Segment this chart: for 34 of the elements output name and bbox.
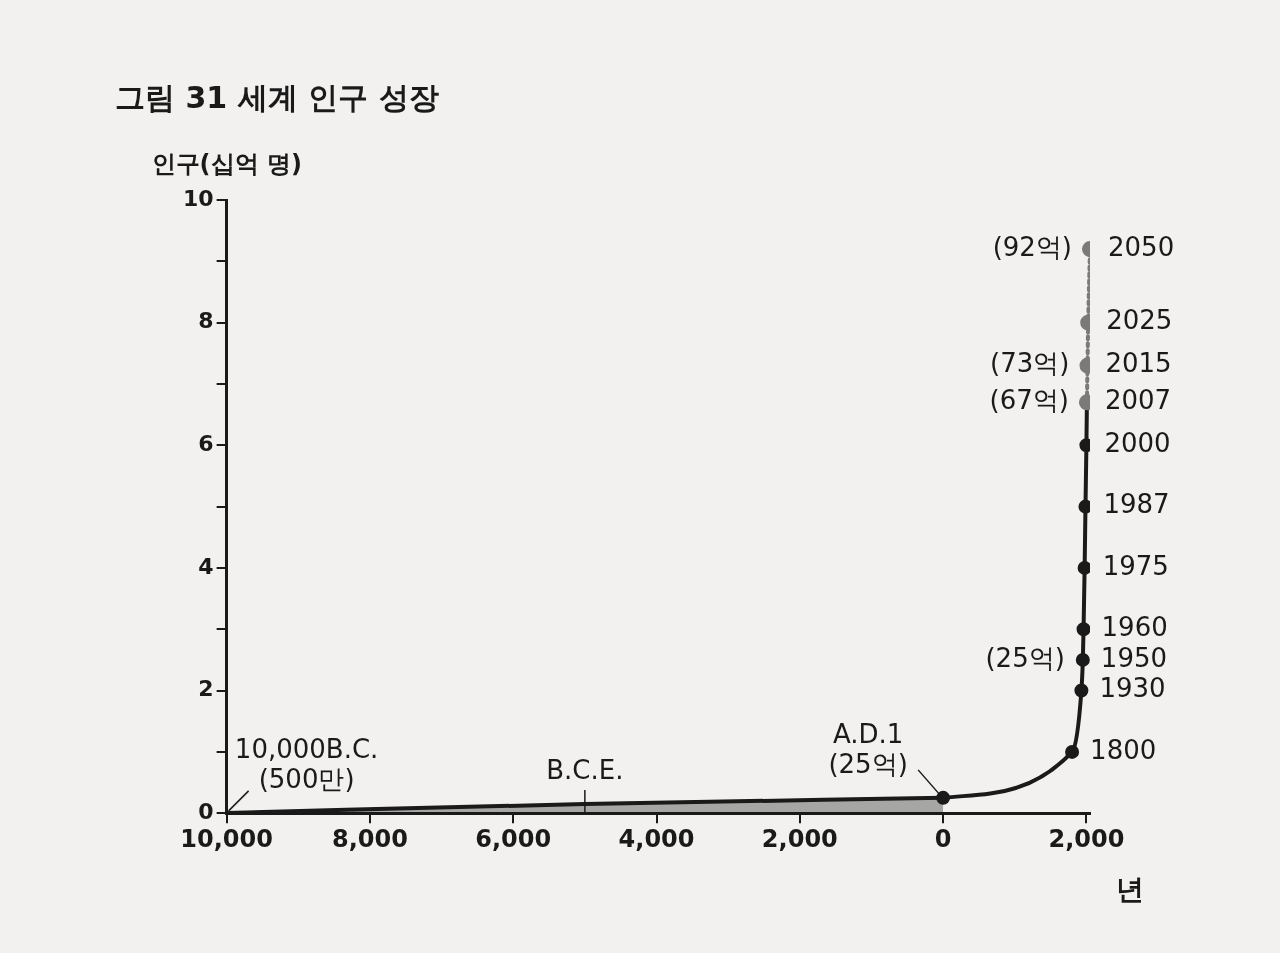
y-tick-label: 10	[182, 185, 214, 211]
annotation: (73억)	[990, 348, 1070, 379]
y-tick-label: 2	[198, 676, 214, 702]
annotation: 2050	[1108, 231, 1175, 262]
x-tick-label: 6,000	[475, 824, 552, 853]
annotation: 2000	[1104, 428, 1171, 459]
annotation: 2015	[1105, 348, 1172, 379]
annotation: (92억)	[992, 231, 1072, 262]
annotation: B.C.E.	[546, 754, 624, 785]
annotation: 1930	[1099, 673, 1166, 704]
annotation: 1800	[1090, 734, 1157, 765]
y-tick-label: 0	[198, 798, 214, 824]
annotation: 10,000B.C. (500만)	[234, 733, 379, 794]
annotation: 2007	[1104, 385, 1172, 416]
annotation: (67억)	[989, 385, 1069, 416]
x-tick-label: 10,000	[180, 824, 273, 853]
annotation: 2025	[1106, 305, 1173, 336]
x-tick-label: 0	[934, 824, 952, 853]
y-tick-label: 8	[198, 308, 214, 334]
x-tick-label: 2,000	[1048, 824, 1125, 853]
annotation: A.D.1 (25억)	[828, 718, 908, 779]
y-tick-label: 6	[198, 431, 214, 456]
annotation: 1950	[1100, 642, 1168, 673]
annotation: 1975	[1102, 550, 1169, 581]
chart-title: 그림 31 세계 인구 성장	[115, 79, 439, 115]
y-tick-label: 4	[198, 553, 214, 579]
annotation: 1960	[1101, 611, 1168, 642]
x-tick-label: 2,000	[761, 824, 838, 853]
annotation: 1987	[1103, 489, 1170, 520]
annotation: (25억)	[985, 642, 1065, 673]
y-axis-title: 인구(십억 명)	[151, 150, 302, 179]
x-axis-title: 년	[1116, 873, 1144, 907]
x-tick-label: 4,000	[618, 824, 695, 853]
x-tick-label: 8,000	[331, 824, 408, 853]
